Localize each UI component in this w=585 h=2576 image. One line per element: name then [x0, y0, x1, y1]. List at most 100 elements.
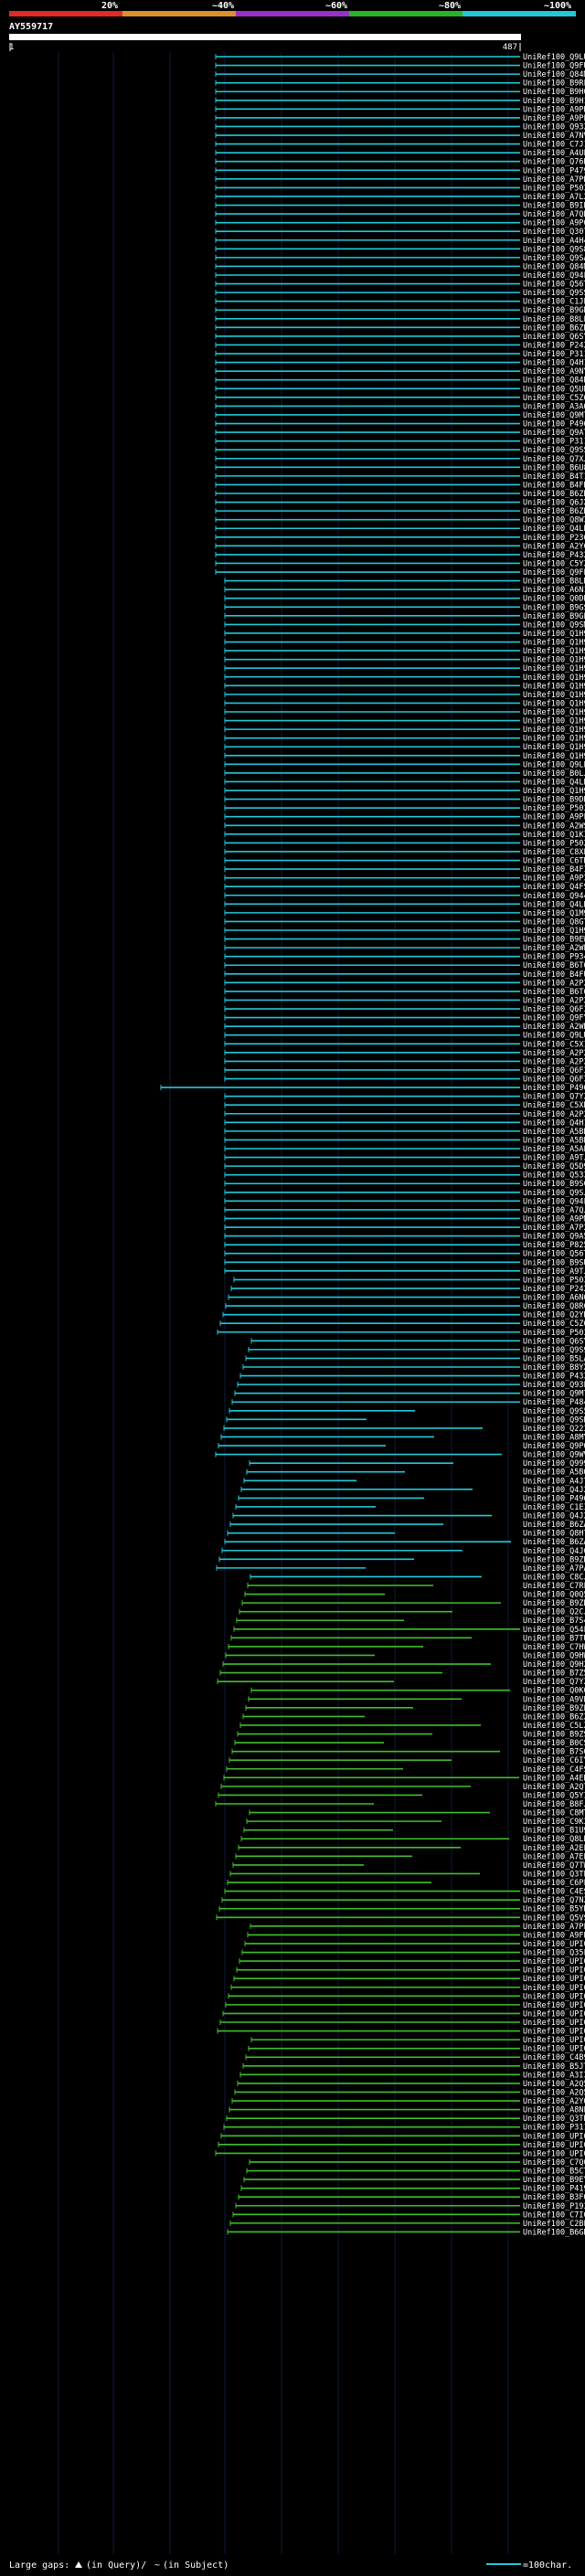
hit-row[interactable]: UniRef100_Q307Y9 — [215, 228, 585, 237]
hit-id-label[interactable]: UniRef100_P49611 — [523, 420, 585, 429]
hit-id-label[interactable]: UniRef100_Q5UN16 — [523, 385, 585, 394]
hit-id-label[interactable]: UniRef100_Q9SS52 — [523, 289, 585, 298]
hit-row[interactable]: UniRef100_B6ZZS9 — [242, 1712, 585, 1722]
hit-id-label[interactable]: UniRef100_Q9P0E3 — [523, 1442, 585, 1451]
hit-row[interactable]: UniRef100_Q9SMY9 — [224, 620, 585, 630]
hit-row[interactable]: UniRef100_P82594 — [224, 1241, 585, 1250]
hit-row[interactable]: UniRef100_A9P3P4 — [224, 875, 585, 884]
hit-row[interactable]: UniRef100_B8LRR6 — [224, 578, 585, 587]
hit-id-label[interactable]: UniRef100_B6ZRS2 — [523, 507, 585, 516]
hit-row[interactable]: UniRef100_Q1M997 — [224, 909, 585, 918]
hit-id-label[interactable]: UniRef100_B3FQF2 — [523, 2193, 585, 2202]
hit-id-label[interactable]: UniRef100_Q8LB22 — [523, 1835, 585, 1844]
hit-row[interactable]: UniRef100_B6ZRS3 — [215, 323, 585, 333]
hit-row[interactable]: UniRef100_Q9M7K8 — [234, 1390, 585, 1399]
hit-id-label[interactable]: UniRef100_A9P3P4 — [523, 875, 585, 884]
hit-row[interactable]: UniRef100_Q6F3F1 — [224, 1066, 585, 1076]
hit-id-label[interactable]: UniRef100_C7RFG8 — [523, 1582, 585, 1591]
hit-row[interactable]: UniRef100_B5LAN6 — [245, 1354, 585, 1363]
hit-row[interactable]: UniRef100_A7PAC6 — [216, 1564, 585, 1574]
hit-id-label[interactable]: UniRef100_Q84M50 — [523, 262, 585, 271]
hit-id-label[interactable]: UniRef100_Q35FY2 — [523, 1949, 585, 1958]
hit-row[interactable]: UniRef100_B6ZRS2 — [215, 507, 585, 516]
hit-row[interactable]: UniRef100_UPI000.. — [225, 2001, 585, 2010]
hit-id-label[interactable]: UniRef100_A2P271 — [523, 1057, 585, 1066]
hit-id-label[interactable]: UniRef100_Q9M7K8 — [523, 1390, 585, 1399]
hit-row[interactable]: UniRef100_A7P2G9 — [224, 1224, 585, 1233]
hit-id-label[interactable]: UniRef100_Q56TU3 — [523, 281, 585, 290]
hit-id-label[interactable]: UniRef100_A2Q5S8 — [523, 2088, 585, 2097]
hit-id-label[interactable]: UniRef100_UPI000.. — [523, 2141, 585, 2150]
hit-id-label[interactable]: UniRef100_Q6F3F1 — [523, 1066, 585, 1076]
hit-row[interactable]: UniRef100_Q8LB22 — [240, 1835, 585, 1844]
hit-row[interactable]: UniRef100_Q93Z88 — [215, 122, 585, 132]
hit-id-label[interactable]: UniRef100_Q1H992 — [523, 682, 585, 691]
hit-id-label[interactable]: UniRef100_B9ZDW9 — [523, 1555, 585, 1564]
hit-id-label[interactable]: UniRef100_B1U937 — [523, 1827, 585, 1836]
hit-id-label[interactable]: UniRef100_B5CTD0 — [523, 2168, 585, 2177]
hit-id-label[interactable]: UniRef100_A2YCP8 — [523, 542, 585, 551]
hit-row[interactable]: UniRef100_Q0Q595 — [244, 1591, 585, 1600]
hit-id-label[interactable]: UniRef100_Q0Q595 — [523, 1591, 585, 1600]
hit-row[interactable]: UniRef100_Q22359 — [223, 1425, 585, 1434]
hit-id-label[interactable]: UniRef100_P23686 — [523, 534, 585, 543]
hit-row[interactable]: UniRef100_P43280 — [215, 551, 585, 560]
hit-row[interactable]: UniRef100_UPI000.. — [228, 1992, 585, 2001]
hit-id-label[interactable]: UniRef100_B6ZAP5 — [523, 1538, 585, 1547]
hit-row[interactable]: UniRef100_Q1H993 — [224, 787, 585, 796]
hit-id-label[interactable]: UniRef100_P50303 — [523, 184, 585, 193]
hit-row[interactable]: UniRef100_C8CJS5 — [250, 1573, 585, 1582]
hit-row[interactable]: UniRef100_P23686 — [215, 534, 585, 543]
hit-row[interactable]: UniRef100_Q4H1S3 — [215, 359, 585, 368]
hit-row[interactable]: UniRef100_C4ESL2 — [224, 1888, 585, 1897]
hit-row[interactable]: UniRef100_Q9H202 — [222, 1660, 585, 1670]
hit-row[interactable]: UniRef100_Q5D9J2 — [224, 1162, 585, 1171]
hit-id-label[interactable]: UniRef100_Q9S553 — [523, 1407, 585, 1416]
hit-id-label[interactable]: UniRef100_Q9S807 — [523, 245, 585, 254]
hit-id-label[interactable]: UniRef100_Q9SMY9 — [523, 620, 585, 630]
hit-row[interactable]: UniRef100_Q5YIT4 — [218, 1791, 585, 1800]
hit-id-label[interactable]: UniRef100_A4H4U8 — [523, 237, 585, 246]
hit-id-label[interactable]: UniRef100_Q8W3Y4 — [523, 516, 585, 525]
hit-row[interactable]: UniRef100_Q54F07 — [233, 1626, 585, 1635]
hit-id-label[interactable]: UniRef100_A7PLW9 — [523, 1923, 585, 1932]
hit-id-label[interactable]: UniRef100_Q1H9C4 — [523, 639, 585, 648]
hit-id-label[interactable]: UniRef100_B8YXN5 — [523, 1363, 585, 1373]
hit-id-label[interactable]: UniRef100_Q4LB22 — [523, 778, 585, 787]
hit-id-label[interactable]: UniRef100_B9SU61 — [523, 1258, 585, 1267]
hit-row[interactable]: UniRef100_Q84M50 — [215, 262, 585, 271]
hit-id-label[interactable]: UniRef100_A5BB69 — [523, 1136, 585, 1145]
hit-id-label[interactable]: UniRef100_B9EYE9 — [523, 2176, 585, 2185]
hit-id-label[interactable]: UniRef100_Q2YHN7 — [523, 1311, 585, 1320]
hit-id-label[interactable]: UniRef100_P31156 — [523, 350, 585, 359]
hit-id-label[interactable]: UniRef100_C7HWB8 — [523, 1643, 585, 1652]
hit-row[interactable]: UniRef100_C6PFD2 — [227, 1879, 585, 1888]
hit-row[interactable]: UniRef100_B5JT38 — [242, 2062, 585, 2072]
hit-id-label[interactable]: UniRef100_B8LPH4 — [523, 315, 585, 324]
hit-row[interactable]: UniRef100_B4FHD1 — [215, 481, 585, 490]
hit-id-label[interactable]: UniRef100_Q84RM7 — [523, 376, 585, 386]
hit-row[interactable]: UniRef100_Q35FY2 — [241, 1949, 585, 1958]
hit-id-label[interactable]: UniRef100_P31153 — [523, 2124, 585, 2133]
hit-row[interactable]: UniRef100_B9SU61 — [224, 1258, 585, 1267]
hit-row[interactable]: UniRef100_UPI000.. — [219, 2019, 585, 2028]
hit-row[interactable]: UniRef100_P43332 — [239, 1373, 585, 1382]
hit-row[interactable]: UniRef100_Q7NZF9 — [221, 1896, 585, 1905]
hit-row[interactable]: UniRef100_B9SC16 — [224, 1180, 585, 1189]
hit-id-label[interactable]: UniRef100_C4ESL2 — [523, 1888, 585, 1897]
hit-row[interactable]: UniRef100_C1JEH8 — [215, 298, 585, 307]
hit-id-label[interactable]: UniRef100_Q7YZC4 — [523, 1678, 585, 1687]
hit-row[interactable]: UniRef100_Q1H9D3 — [224, 927, 585, 936]
hit-row[interactable]: UniRef100_P49611 — [215, 420, 585, 429]
hit-id-label[interactable]: UniRef100_A2WSS2 — [523, 822, 585, 831]
hit-id-label[interactable]: UniRef100_P41946 — [523, 2185, 585, 2194]
hit-id-label[interactable]: UniRef100_Q7NZF9 — [523, 1896, 585, 1905]
hit-row[interactable]: UniRef100_UPI000.. — [220, 2132, 585, 2141]
hit-row[interactable]: UniRef100_B9H1H9 — [215, 97, 585, 106]
hit-id-label[interactable]: UniRef100_Q1H993 — [523, 787, 585, 796]
hit-row[interactable]: UniRef100_B9ZEQ0 — [245, 1704, 585, 1713]
hit-row[interactable]: UniRef100_A5AP54 — [224, 1145, 585, 1154]
hit-id-label[interactable]: UniRef100_B4T1L7 — [523, 472, 585, 482]
hit-id-label[interactable]: UniRef100_A2P270 — [523, 996, 585, 1005]
hit-row[interactable]: UniRef100_Q9M756 — [215, 411, 585, 420]
